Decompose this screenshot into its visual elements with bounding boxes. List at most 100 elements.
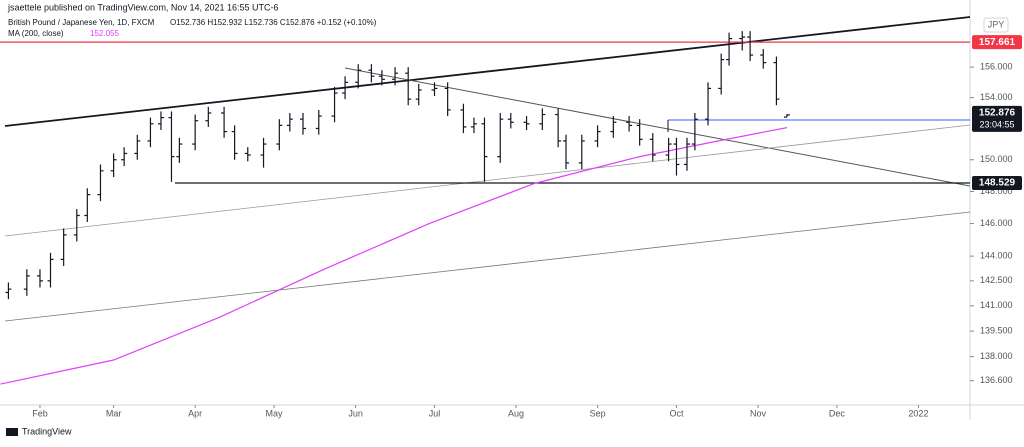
ohlc-bar — [718, 53, 725, 95]
ohlc-bar — [97, 164, 104, 202]
x-tick-label: 2022 — [908, 408, 928, 418]
ohlc-bar — [260, 137, 267, 168]
currency[interactable]: JPY — [988, 19, 1005, 29]
ohlc-bar — [594, 125, 601, 148]
last-price-box — [972, 105, 1022, 132]
currency-button[interactable] — [983, 17, 1009, 33]
x-tick-label: Jul — [429, 408, 441, 418]
ohlc-bar — [231, 125, 238, 160]
ohlc-bar — [331, 86, 338, 123]
price-label: 148.529 — [979, 178, 1016, 189]
ohlc-bar — [286, 112, 293, 132]
ohlc-bar — [444, 82, 451, 117]
ohlc-bar — [539, 108, 546, 131]
ohlc-bar — [121, 147, 128, 167]
ohlc-bar — [355, 64, 362, 89]
x-tick-label: Dec — [829, 408, 846, 418]
ohlc-bar — [415, 83, 422, 106]
ma-value: 152.055 — [90, 29, 119, 38]
ohlc-bar — [110, 153, 117, 178]
ohlc-bar — [578, 134, 585, 170]
y-tick-label: 138.000 — [980, 351, 1013, 361]
brand-logo — [6, 428, 18, 436]
ohlc-bar — [563, 134, 570, 170]
ohlc-bar — [665, 137, 672, 162]
ohlc-bar — [773, 56, 780, 106]
ohlc-bar — [73, 209, 80, 242]
ohlc-bar — [610, 116, 617, 138]
price-label: 157.661 — [979, 37, 1016, 48]
ohlc-bar — [460, 103, 467, 134]
ohlc-bar — [276, 119, 283, 151]
x-tick-label: Aug — [508, 408, 524, 418]
x-tick-label: Nov — [750, 408, 767, 418]
ohlc-bar — [726, 32, 733, 66]
ohlc-bar — [315, 109, 322, 135]
ohlc-bar — [691, 112, 698, 151]
ohlc-bar — [470, 117, 477, 134]
y-tick-label: 139.500 — [980, 325, 1013, 335]
price-label-box — [972, 176, 1022, 191]
ohlc-bar — [157, 111, 164, 131]
ohlc-bar — [636, 119, 643, 146]
ohlc-bar — [134, 134, 141, 160]
y-tick-label: 136.600 — [980, 375, 1013, 385]
ohlc-bar — [683, 137, 690, 171]
ohlc-bar — [168, 111, 175, 182]
x-tick-label: Jun — [348, 408, 363, 418]
trendline — [4, 16, 971, 127]
symbol: British Pound / Japanese Yen, 1D, FXCM — [8, 18, 155, 27]
price-label-box — [972, 35, 1022, 50]
ohlc-bar — [5, 282, 12, 300]
y-tick-label: 148.000 — [980, 186, 1013, 196]
brand: TradingView — [22, 426, 72, 436]
ohlc-bar — [244, 147, 251, 162]
ohlc-bar — [205, 106, 212, 127]
ohlc-bar — [497, 112, 504, 163]
ohlc-bar — [481, 117, 488, 182]
ohlc-bar — [705, 82, 712, 126]
y-tick-label: 144.000 — [980, 250, 1013, 260]
ohlc-bar — [60, 228, 67, 266]
ohlc-bar — [760, 49, 767, 69]
ohlc-bar — [747, 31, 754, 62]
ohlc-legend: O152.736 H152.932 L152.736 C152.876 +0.1… — [170, 18, 377, 27]
ohlc-bar — [47, 252, 54, 288]
ohlc-bar — [23, 269, 30, 296]
ohlc-bar — [431, 82, 438, 97]
x-tick-label: Mar — [106, 408, 122, 418]
x-tick-label: Apr — [188, 408, 202, 418]
ohlc-bar — [36, 269, 43, 288]
plot — [0, 31, 970, 385]
last-price: 152.876 — [979, 108, 1016, 119]
ohlc-bar — [673, 137, 680, 176]
x-tick-label: Feb — [32, 408, 48, 418]
trendline — [4, 211, 971, 322]
ohlc-bar — [405, 67, 412, 106]
ohlc-bar — [84, 188, 91, 222]
ohlc-bar — [221, 106, 228, 138]
y-tick-label: 150.000 — [980, 154, 1013, 164]
trendline — [4, 124, 971, 237]
ohlc-bar — [626, 116, 633, 132]
y-tick-label: 142.500 — [980, 275, 1013, 285]
x-tick-label: May — [266, 408, 284, 418]
ohlc-bar — [507, 112, 514, 129]
ohlc-bar — [378, 70, 385, 86]
x-tick-label: Oct — [669, 408, 684, 418]
ohlc-bar — [739, 31, 746, 51]
ohlc-bar — [176, 137, 183, 163]
trendline — [344, 67, 971, 187]
y-tick-label: 156.000 — [980, 62, 1013, 72]
ohlc-bar — [368, 64, 375, 83]
ohlc-bar — [649, 133, 656, 162]
publisher: jsaettele published on TradingView.com, … — [7, 2, 279, 12]
ohlc-bar — [783, 114, 790, 118]
ohlc-bar — [523, 116, 530, 131]
x-tick-label: Sep — [590, 408, 606, 418]
ohlc-bar — [342, 76, 349, 100]
ohlc-bar — [392, 67, 399, 86]
countdown: 23:04:55 — [979, 119, 1014, 129]
ohlc-bar — [299, 112, 306, 135]
